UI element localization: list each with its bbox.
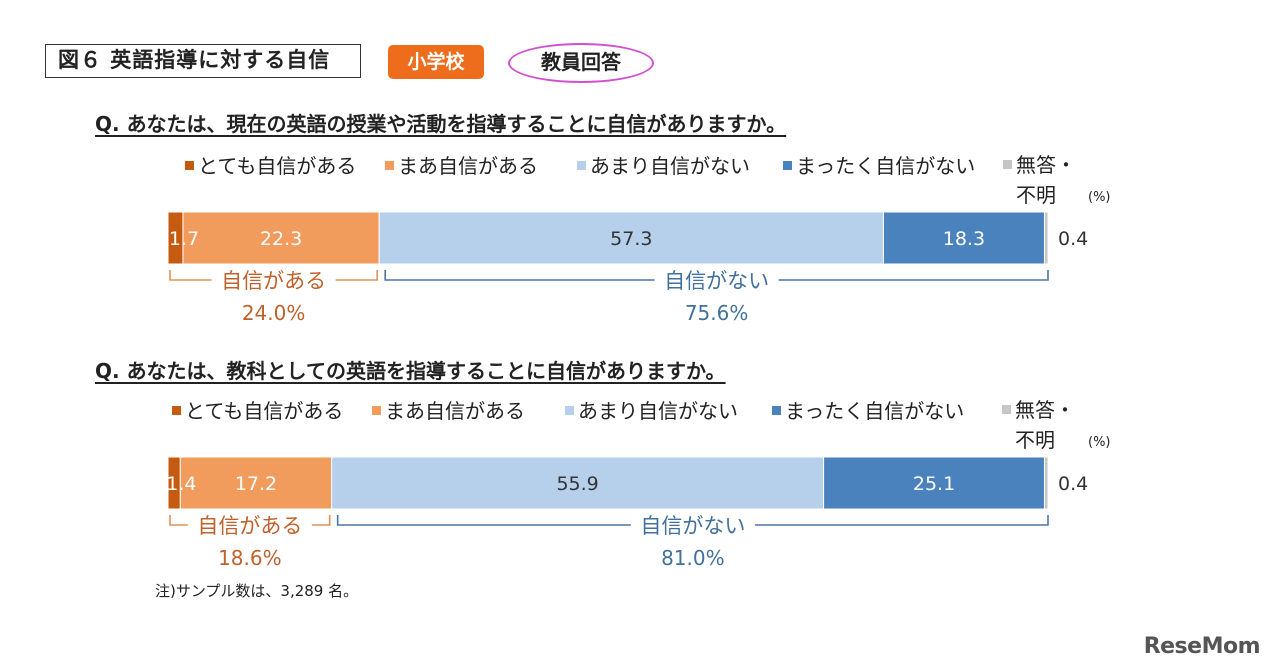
bar-segment-not-at-all-confident <box>882 211 1045 265</box>
legend-1: とても自信がある まあ自信がある あまり自信がない まったく自信がない 無答・不… <box>185 150 1085 210</box>
group-label-not-confident: 自信がない <box>664 269 769 293</box>
legend-label: とても自信がある <box>185 399 344 423</box>
data-label-no-answer: 0.4 <box>1058 473 1088 495</box>
bar-segment-not-at-all-confident <box>823 456 1045 510</box>
unit-label-2: (%) <box>1088 435 1111 450</box>
legend-label: 無答・ <box>1016 153 1076 177</box>
legend-1-item-very-confident: とても自信がある <box>185 150 356 179</box>
bar-segment-not-very-confident <box>331 456 825 510</box>
data-label-not-very-confident: 55.9 <box>556 473 598 495</box>
bar-segment-somewhat-confident <box>182 211 380 265</box>
legend-2-item-not-very-confident: あまり自信がない <box>565 395 738 424</box>
figure-title: 図６ 英語指導に対する自信 <box>45 44 361 78</box>
question-2-title: Q. あなたは、教科としての英語を指導することに自信がありますか。 <box>95 359 726 383</box>
group-label-bg-confident <box>211 268 336 292</box>
legend-label: まったく自信がない <box>785 399 965 423</box>
legend-swatch <box>185 161 194 170</box>
legend-label: 不明 <box>1016 183 1056 207</box>
data-label-no-answer: 0.4 <box>1058 228 1088 250</box>
group-label-bg-not-confident <box>630 513 755 537</box>
legend-2-item-no-answer: 無答・ 不明 <box>1002 395 1075 455</box>
legend-label: まあ自信がある <box>385 399 525 423</box>
legend-swatch <box>385 161 394 170</box>
legend-swatch <box>772 406 781 415</box>
legend-1-item-not-very-confident: あまり自信がない <box>577 150 750 179</box>
sample-size-note: 注)サンプル数は、3,289 名。 <box>155 582 359 600</box>
legend-swatch <box>577 161 586 170</box>
group-label-bg-confident <box>187 513 312 537</box>
bar-segment-no-answer <box>1043 211 1049 265</box>
legend-2-item-not-at-all-confident: まったく自信がない <box>772 395 964 424</box>
legend-swatch <box>1003 160 1012 169</box>
group-value-not-confident: 75.6% <box>685 301 749 325</box>
school-level-badge: 小学校 <box>388 45 484 79</box>
legend-label: まったく自信がない <box>796 154 976 178</box>
legend-label: あまり自信がない <box>578 399 738 423</box>
group-label-confident: 自信がある <box>197 514 302 538</box>
group-label-not-confident: 自信がない <box>640 514 745 538</box>
data-label-not-at-all-confident: 18.3 <box>943 228 985 250</box>
data-label-very-confident: 1.4 <box>166 473 196 495</box>
legend-label: 無答・ <box>1015 398 1075 422</box>
legend-swatch <box>783 161 792 170</box>
data-label-not-at-all-confident: 25.1 <box>913 473 955 495</box>
bar-segment-not-very-confident <box>378 211 884 265</box>
legend-2-item-somewhat-confident: まあ自信がある <box>372 395 525 424</box>
group-value-confident: 18.6% <box>218 546 282 570</box>
question-1-title: Q. あなたは、現在の英語の授業や活動を指導することに自信がありますか。 <box>95 112 787 136</box>
legend-swatch <box>565 406 574 415</box>
data-label-somewhat-confident: 22.3 <box>260 228 302 250</box>
group-label-bg-not-confident <box>654 268 779 292</box>
legend-1-item-somewhat-confident: まあ自信がある <box>385 150 538 179</box>
data-label-very-confident: 1.7 <box>169 228 199 250</box>
resemom-logo: ReseMom <box>1143 634 1261 659</box>
bar-segment-no-answer <box>1043 456 1049 510</box>
legend-2: とても自信がある まあ自信がある あまり自信がない まったく自信がない 無答・不… <box>172 395 1082 455</box>
data-label-not-very-confident: 57.3 <box>610 228 652 250</box>
legend-swatch <box>172 406 181 415</box>
legend-label: まあ自信がある <box>398 154 538 178</box>
legend-swatch <box>1002 405 1011 414</box>
stacked-bar-chart-1: 1.7 22.3 57.3 18.3 0.4 自信がある 24.0% 自信がない 75.6% <box>167 211 1088 325</box>
group-label-confident: 自信がある <box>221 269 326 293</box>
legend-1-item-not-at-all-confident: まったく自信がない <box>783 150 975 179</box>
legend-swatch <box>372 406 381 415</box>
legend-2-item-very-confident: とても自信がある <box>172 395 343 424</box>
unit-label-1: (%) <box>1088 190 1111 205</box>
legend-label: あまり自信がない <box>590 154 750 178</box>
group-value-confident: 24.0% <box>242 301 306 325</box>
group-value-not-confident: 81.0% <box>661 546 725 570</box>
data-label-somewhat-confident: 17.2 <box>235 473 277 495</box>
legend-1-item-no-answer: 無答・ 不明 <box>1003 150 1076 210</box>
respondent-badge: 教員回答 <box>508 43 654 83</box>
legend-label: とても自信がある <box>198 154 357 178</box>
stacked-bar-chart-2: 1.4 17.2 55.9 25.1 0.4 自信がある 18.6% 自信がない 81.0% <box>166 456 1088 570</box>
legend-label: 不明 <box>1015 428 1055 452</box>
